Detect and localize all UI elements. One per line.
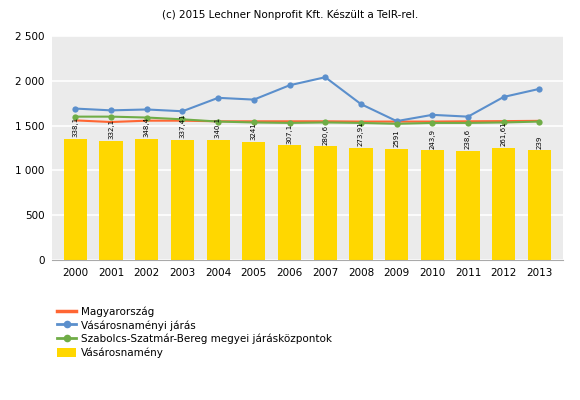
Bar: [171, 140, 194, 260]
Text: (c) 2015 Lechner Nonprofit Kft. Készült a TeIR-rel.: (c) 2015 Lechner Nonprofit Kft. Készült …: [162, 10, 418, 20]
Bar: [314, 146, 337, 260]
Bar: [242, 142, 266, 260]
Text: 348,4: 348,4: [144, 117, 150, 137]
Bar: [456, 151, 480, 260]
Bar: [278, 145, 301, 260]
Text: 338,1: 338,1: [72, 117, 78, 138]
Text: 340 1: 340 1: [215, 118, 221, 138]
Text: 337,41: 337,41: [179, 114, 186, 138]
Bar: [100, 141, 123, 260]
Bar: [420, 150, 444, 260]
Text: 261,61: 261,61: [501, 122, 507, 146]
Bar: [64, 139, 87, 260]
Text: 2591: 2591: [394, 130, 400, 147]
Bar: [349, 148, 372, 260]
Bar: [135, 138, 158, 260]
Text: 243,9: 243,9: [429, 129, 436, 149]
Bar: [206, 140, 230, 260]
Text: 273,91: 273,91: [358, 121, 364, 146]
Bar: [492, 148, 515, 260]
Text: 3241: 3241: [251, 122, 257, 140]
Text: 332,1: 332,1: [108, 119, 114, 139]
Legend: Magyarország, Vásárosnaményi járás, Szabolcs-Szatmár-Bereg megyei járásközpontok: Magyarország, Vásárosnaményi járás, Szab…: [57, 306, 332, 358]
Text: 239: 239: [536, 135, 542, 149]
Text: 307,1: 307,1: [287, 124, 292, 144]
Bar: [385, 149, 408, 260]
Bar: [528, 150, 551, 260]
Text: 280,6: 280,6: [322, 124, 328, 144]
Text: 238,6: 238,6: [465, 129, 471, 149]
